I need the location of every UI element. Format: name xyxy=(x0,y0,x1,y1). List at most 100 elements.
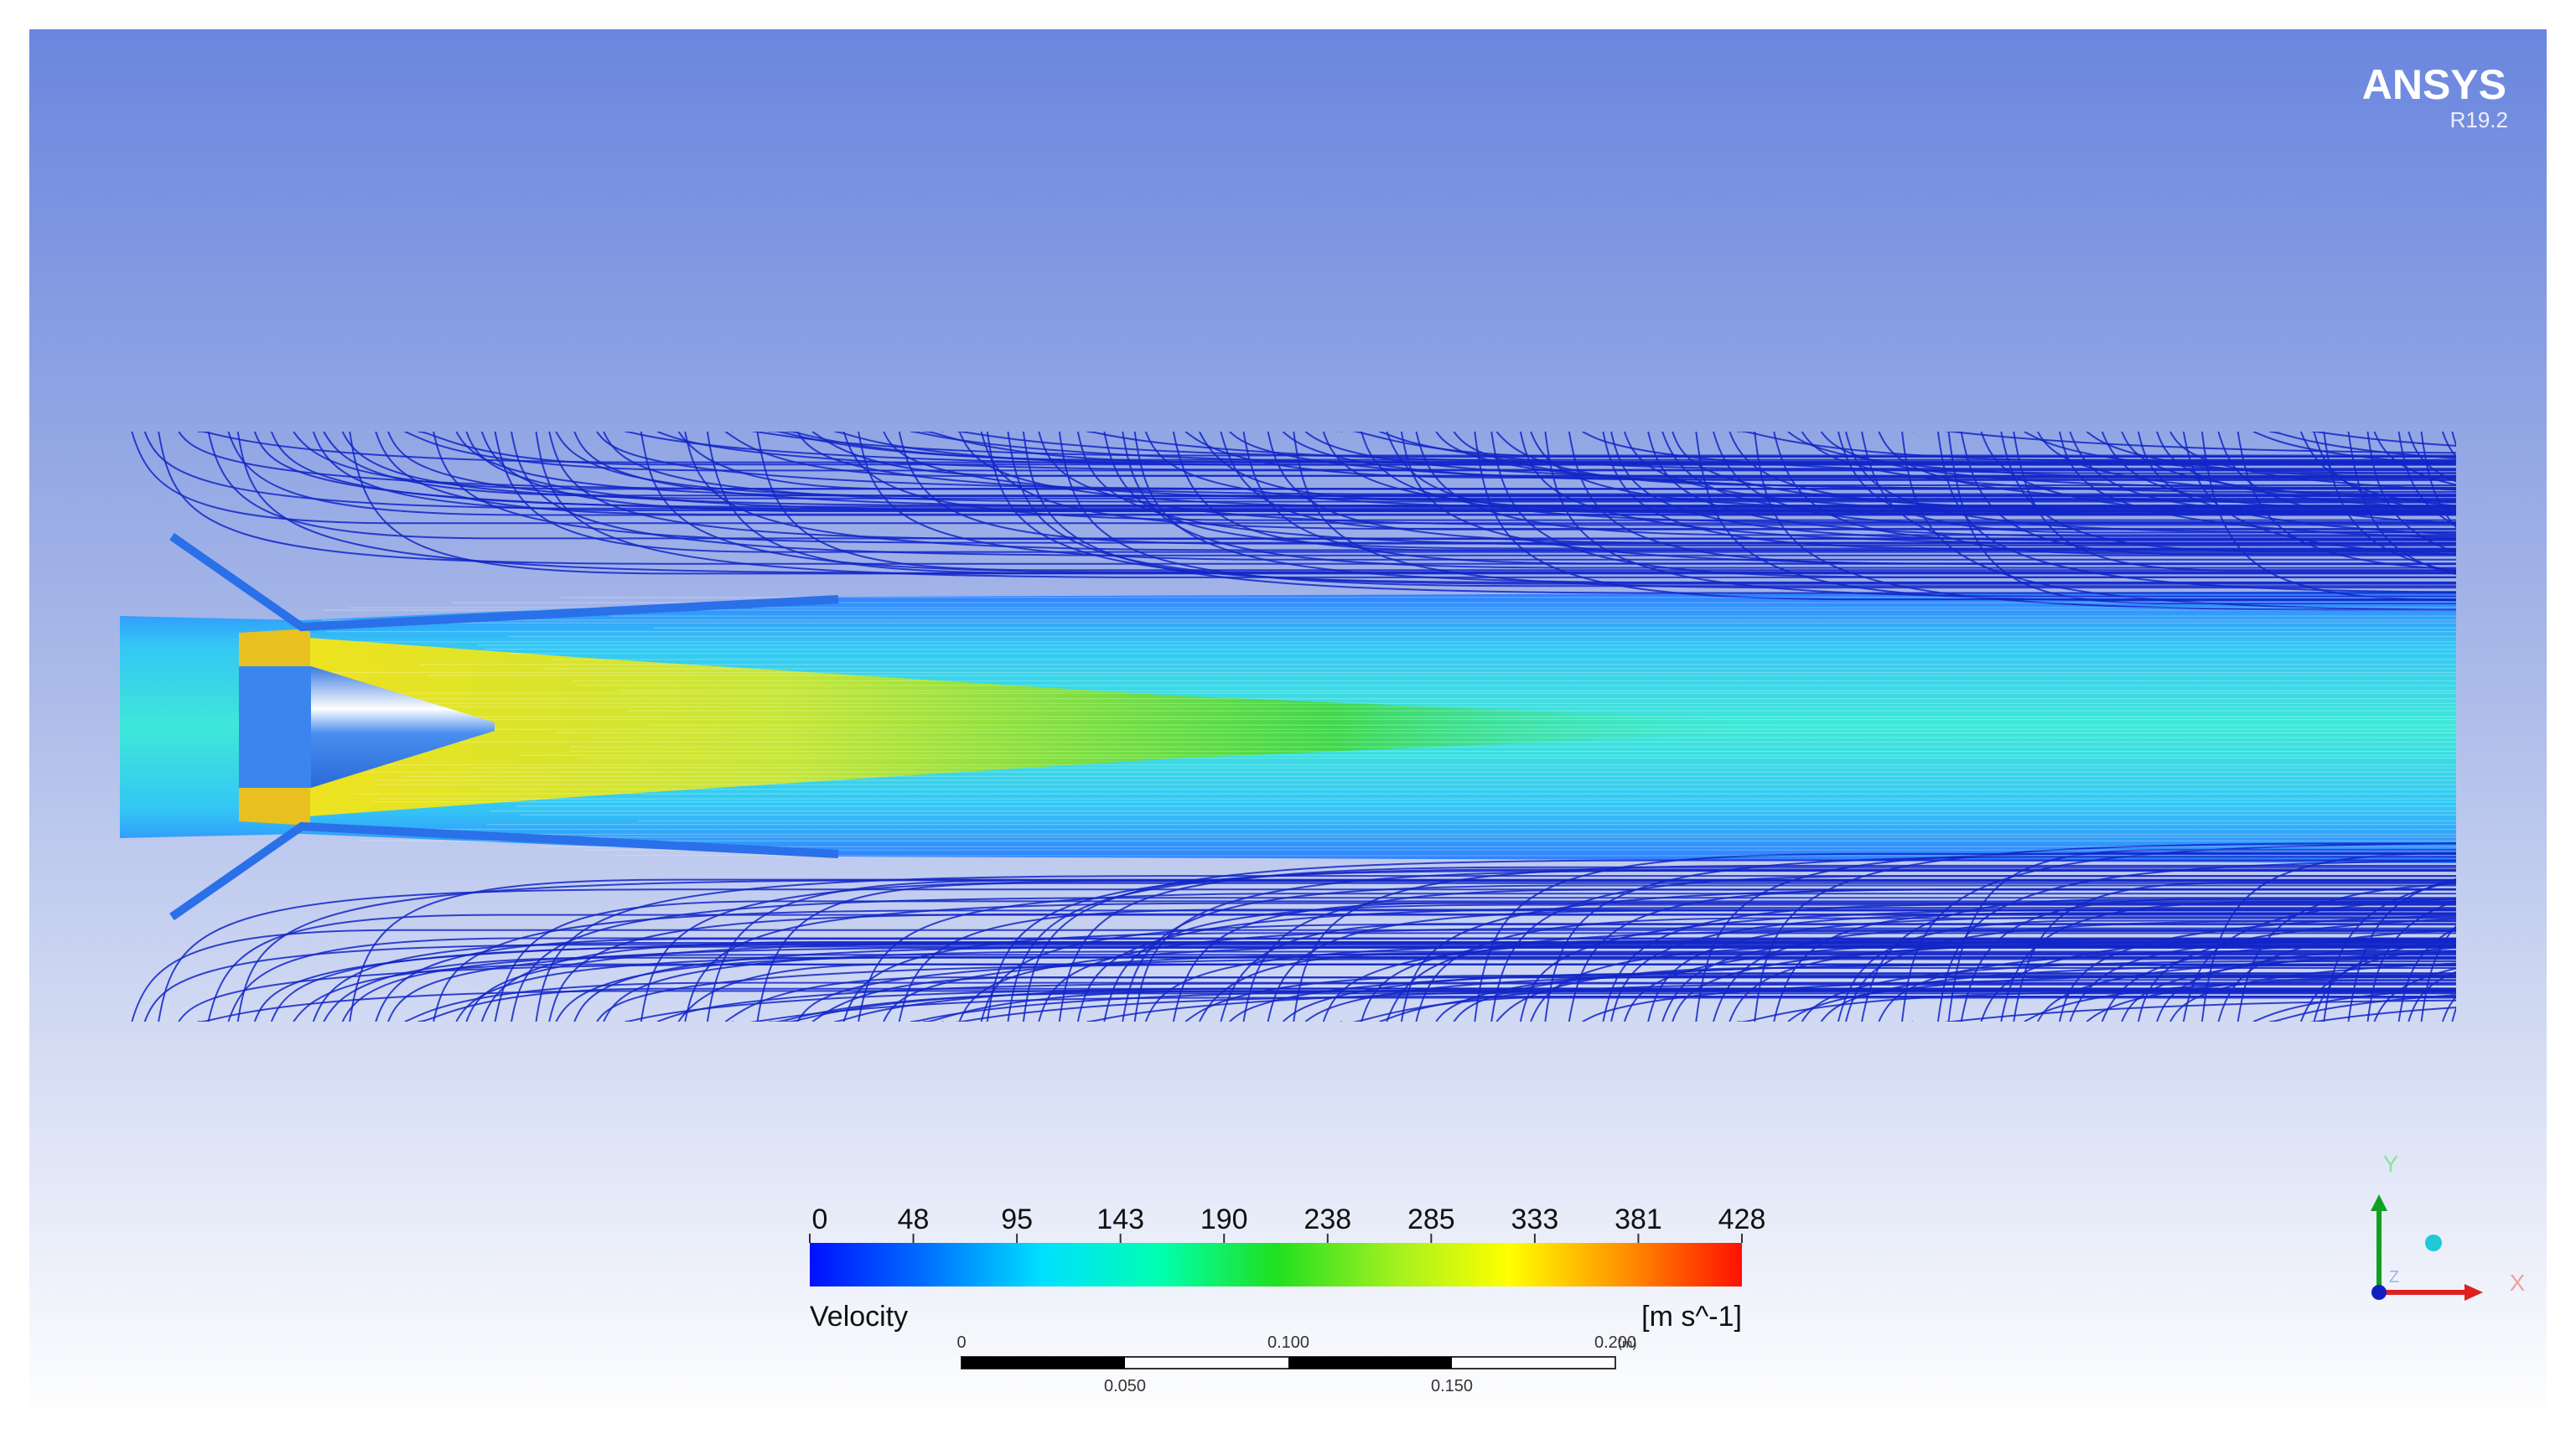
streamline xyxy=(706,432,2456,574)
streamline xyxy=(1837,919,2456,1022)
streamline xyxy=(387,432,2456,507)
streamline xyxy=(548,432,2456,541)
streamline xyxy=(2323,863,2456,1022)
streamline xyxy=(1845,432,2456,533)
streamline xyxy=(1293,864,2456,1022)
streamline xyxy=(1495,432,2456,487)
streamline xyxy=(1773,912,2456,1022)
streamline xyxy=(143,432,2456,510)
nozzle-cone xyxy=(311,666,495,788)
streamline xyxy=(1220,432,2456,531)
streamline xyxy=(1911,432,2456,454)
streamline xyxy=(417,432,2456,466)
streamline xyxy=(2200,432,2456,602)
streamline xyxy=(1267,909,2456,1022)
streamline xyxy=(1845,920,2456,1022)
streamline xyxy=(2024,432,2456,474)
streamline xyxy=(2252,432,2456,472)
scale-bar-labels: 0 0.100 0.200 0.050 0.150 xyxy=(956,1333,1636,1395)
streamline xyxy=(1282,972,2456,1022)
streamline xyxy=(1754,432,2456,611)
streamline xyxy=(2441,939,2456,1022)
streamline xyxy=(1122,432,2456,569)
streamline xyxy=(898,909,2456,1022)
streamline xyxy=(1754,842,2456,1022)
colorbar xyxy=(810,1243,1742,1286)
scale-bar-segment xyxy=(961,1357,1125,1369)
streamline xyxy=(1737,432,2456,462)
streamline xyxy=(1901,841,2456,1022)
streamline xyxy=(2069,940,2456,1022)
streamline xyxy=(1647,432,2456,537)
streamline xyxy=(811,976,2456,1022)
streamline xyxy=(796,432,2456,495)
streamline xyxy=(455,956,2456,1022)
streamline xyxy=(465,941,2456,1022)
streamline xyxy=(2397,878,2456,1022)
streamline xyxy=(2373,947,2456,1022)
streamline xyxy=(1661,432,2456,515)
streamline xyxy=(158,432,2456,565)
streamline xyxy=(270,432,2456,508)
streamline xyxy=(1242,432,2456,565)
streamline xyxy=(1293,432,2456,589)
colorbar-tick-label: 238 xyxy=(1304,1204,1351,1235)
y-arrowhead xyxy=(2371,1194,2387,1211)
streamline xyxy=(2182,432,2456,558)
streamline xyxy=(236,879,2456,1022)
streamline xyxy=(883,951,2456,1022)
nozzle-body xyxy=(239,666,311,788)
streamline xyxy=(1911,999,2456,1022)
streamline xyxy=(2086,975,2456,1022)
streamline xyxy=(958,945,2456,1022)
streamline xyxy=(785,991,2456,1022)
streamline xyxy=(1184,975,2456,1022)
streamline xyxy=(131,929,2456,1022)
streamline xyxy=(1415,432,2456,536)
streamline xyxy=(1837,432,2456,534)
streamline xyxy=(387,946,2456,1022)
colorbar-tick-label: 95 xyxy=(1001,1204,1033,1235)
streamline xyxy=(2000,432,2456,553)
streamline xyxy=(2441,432,2456,515)
streamline xyxy=(980,432,2456,530)
streamline xyxy=(293,432,2456,490)
streamline xyxy=(236,432,2456,574)
streamline xyxy=(1058,432,2456,588)
streamline xyxy=(1801,432,2456,493)
streamline xyxy=(2121,432,2456,506)
streamline xyxy=(2323,432,2456,590)
streamline xyxy=(2313,923,2456,1022)
streamline xyxy=(1530,432,2456,509)
streamline xyxy=(842,932,2456,1022)
streamline xyxy=(1661,939,2456,1022)
streamline xyxy=(349,878,2456,1022)
streamline xyxy=(756,432,2456,572)
streamline xyxy=(1007,432,2456,585)
streamline xyxy=(1076,432,2456,546)
streamline xyxy=(706,879,2456,1022)
x-axis-label: X xyxy=(2510,1270,2526,1296)
streamline xyxy=(923,990,2456,1022)
streamline xyxy=(1386,432,2456,514)
streamline xyxy=(1647,916,2456,1022)
streamline xyxy=(2397,432,2456,575)
streamline xyxy=(1901,432,2456,612)
streamline xyxy=(1022,859,2456,1022)
colorbar-tick-label: 48 xyxy=(898,1204,930,1235)
streamline xyxy=(178,432,2456,490)
streamline xyxy=(2269,432,2456,465)
scale-label: 0.150 xyxy=(1431,1377,1473,1395)
streamline xyxy=(1960,898,2456,1022)
streamline xyxy=(1007,868,2456,1022)
colorbar-tick-label: 0 xyxy=(812,1204,828,1235)
scale-unit: (m) xyxy=(1618,1337,1637,1351)
scale-label: 0 xyxy=(956,1333,966,1352)
streamline xyxy=(2373,432,2456,506)
streamline xyxy=(1729,945,2456,1022)
streamline xyxy=(1267,432,2456,544)
streamline xyxy=(1519,432,2456,546)
streamline xyxy=(2279,999,2456,1022)
